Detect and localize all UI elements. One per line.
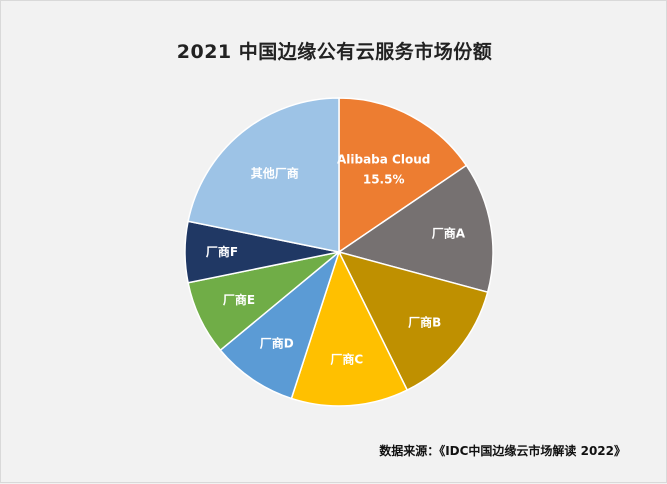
pie-slice-8	[187, 97, 340, 253]
pie-slice-5	[219, 249, 341, 400]
slice-label-5: 厂商D	[260, 336, 294, 351]
slice-label-4: 厂商C	[330, 352, 363, 367]
slice-label-7: 厂商F	[206, 244, 238, 259]
slice-label-8: 其他厂商	[251, 165, 299, 180]
source-note: 数据来源：《IDC中国边缘云市场解读 2022》	[379, 444, 626, 458]
slice-label-6: 厂商E	[223, 292, 255, 307]
slice-label-3: 厂商B	[408, 314, 441, 329]
pie-slice-2	[337, 164, 494, 294]
pie-slice-1	[338, 97, 468, 254]
chart-title: 2021 中国边缘公有云服务市场份额	[176, 41, 493, 63]
pie-slice-4	[290, 250, 409, 407]
pie-slice-3	[337, 250, 489, 392]
slice-label-2: 厂商A	[432, 226, 466, 241]
slice-value-label-1: 15.5%	[363, 173, 405, 187]
slice-label-1: Alibaba Cloud	[337, 153, 430, 167]
